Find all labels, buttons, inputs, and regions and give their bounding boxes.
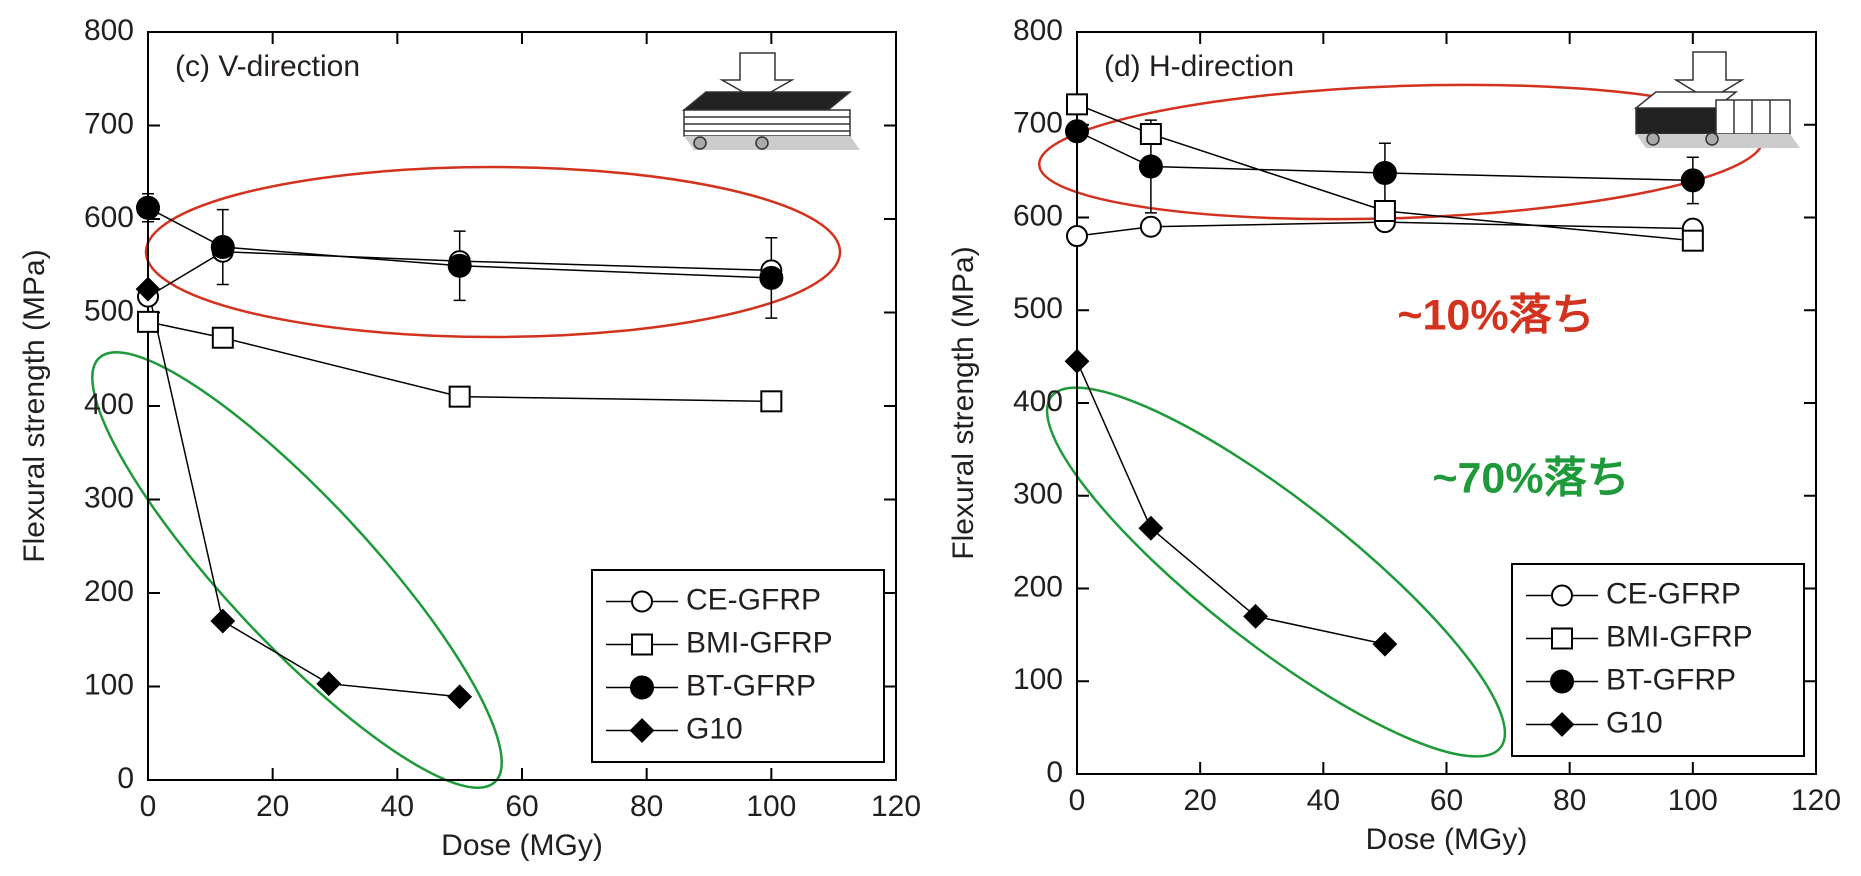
x-tick-label: 120 <box>1791 784 1841 817</box>
y-tick-label: 100 <box>84 668 134 701</box>
marker <box>447 253 472 278</box>
x-tick-label: 40 <box>381 790 414 823</box>
legend-label: BMI-GFRP <box>686 626 833 659</box>
y-tick-label: 700 <box>84 107 134 140</box>
y-tick-label: 200 <box>1013 570 1063 603</box>
load-icon <box>1633 51 1800 148</box>
marker <box>1066 225 1088 248</box>
x-axis-label: Dose (MGy) <box>441 829 603 862</box>
y-tick-label: 100 <box>1013 663 1063 696</box>
marker <box>629 718 655 743</box>
marker <box>137 310 159 333</box>
y-tick-label: 300 <box>84 481 134 514</box>
marker <box>759 265 784 290</box>
marker <box>1373 200 1396 223</box>
series-line <box>147 288 460 698</box>
series-line <box>147 321 772 403</box>
marker <box>1138 515 1164 541</box>
y-tick-label: 0 <box>117 762 134 795</box>
marker <box>1550 669 1574 694</box>
y-tick-label: 300 <box>1013 478 1063 511</box>
x-tick-label: 80 <box>630 790 663 823</box>
marker <box>630 675 654 700</box>
marker <box>210 608 236 634</box>
y-tick-label: 200 <box>84 575 134 608</box>
y-tick-label: 0 <box>1046 756 1063 789</box>
annotation: ~10%落ち <box>1397 291 1594 339</box>
panel-title: (d) H-direction <box>1104 50 1294 83</box>
y-tick-label: 800 <box>84 14 134 47</box>
legend-label: G10 <box>686 712 743 745</box>
marker <box>1551 627 1573 650</box>
x-tick-label: 0 <box>140 790 157 823</box>
y-tick-label: 500 <box>84 294 134 327</box>
marker <box>210 235 235 260</box>
y-tick-label: 800 <box>1013 14 1063 47</box>
marker <box>1139 215 1162 238</box>
x-tick-label: 40 <box>1307 784 1340 817</box>
y-axis-label: Flexural strength (MPa) <box>947 246 980 559</box>
x-axis-label: Dose (MGy) <box>1366 823 1528 856</box>
marker <box>135 276 161 302</box>
marker <box>1680 168 1705 193</box>
marker <box>1681 229 1704 252</box>
marker <box>448 385 471 408</box>
x-tick-label: 60 <box>505 790 538 823</box>
y-tick-label: 600 <box>1013 199 1063 232</box>
legend-label: CE-GFRP <box>686 583 821 616</box>
marker <box>1138 154 1163 179</box>
marker <box>1065 119 1089 144</box>
x-tick-label: 100 <box>1668 784 1718 817</box>
marker <box>447 684 473 710</box>
marker <box>1372 160 1397 185</box>
marker <box>1064 348 1090 374</box>
legend-label: CE-GFRP <box>1606 577 1741 610</box>
x-tick-label: 20 <box>256 790 289 823</box>
marker <box>1551 584 1573 607</box>
annotation: ~70%落ち <box>1432 454 1629 502</box>
x-tick-label: 60 <box>1430 784 1463 817</box>
marker <box>211 326 234 349</box>
x-tick-label: 80 <box>1553 784 1586 817</box>
y-tick-label: 700 <box>1013 107 1063 140</box>
marker <box>1066 93 1088 116</box>
marker <box>1549 712 1575 737</box>
legend-label: BMI-GFRP <box>1606 620 1753 653</box>
x-tick-label: 0 <box>1069 784 1086 817</box>
x-tick-label: 100 <box>746 790 796 823</box>
series-line <box>1076 130 1693 182</box>
marker <box>631 590 653 613</box>
marker <box>316 671 342 697</box>
y-tick-label: 500 <box>1013 292 1063 325</box>
highlight-ellipse <box>144 165 842 339</box>
marker <box>136 195 160 220</box>
load-icon <box>681 52 860 150</box>
y-tick-label: 400 <box>84 388 134 421</box>
x-tick-label: 20 <box>1183 784 1216 817</box>
y-tick-label: 400 <box>1013 385 1063 418</box>
marker <box>1243 603 1269 629</box>
legend-label: BT-GFRP <box>1606 663 1736 696</box>
marker <box>1139 123 1162 146</box>
marker <box>760 390 783 413</box>
marker <box>631 633 653 656</box>
series-line <box>1076 103 1693 242</box>
panel-title: (c) V-direction <box>175 50 360 83</box>
series-line <box>1076 360 1386 645</box>
x-tick-label: 120 <box>871 790 921 823</box>
series-line <box>147 207 772 279</box>
highlight-ellipse <box>1045 386 1507 758</box>
legend-label: BT-GFRP <box>686 669 816 702</box>
marker <box>1372 631 1398 657</box>
y-axis-label: Flexural strength (MPa) <box>18 249 51 562</box>
y-tick-label: 600 <box>84 201 134 234</box>
highlight-ellipse <box>91 351 503 789</box>
legend-label: G10 <box>1606 706 1663 739</box>
